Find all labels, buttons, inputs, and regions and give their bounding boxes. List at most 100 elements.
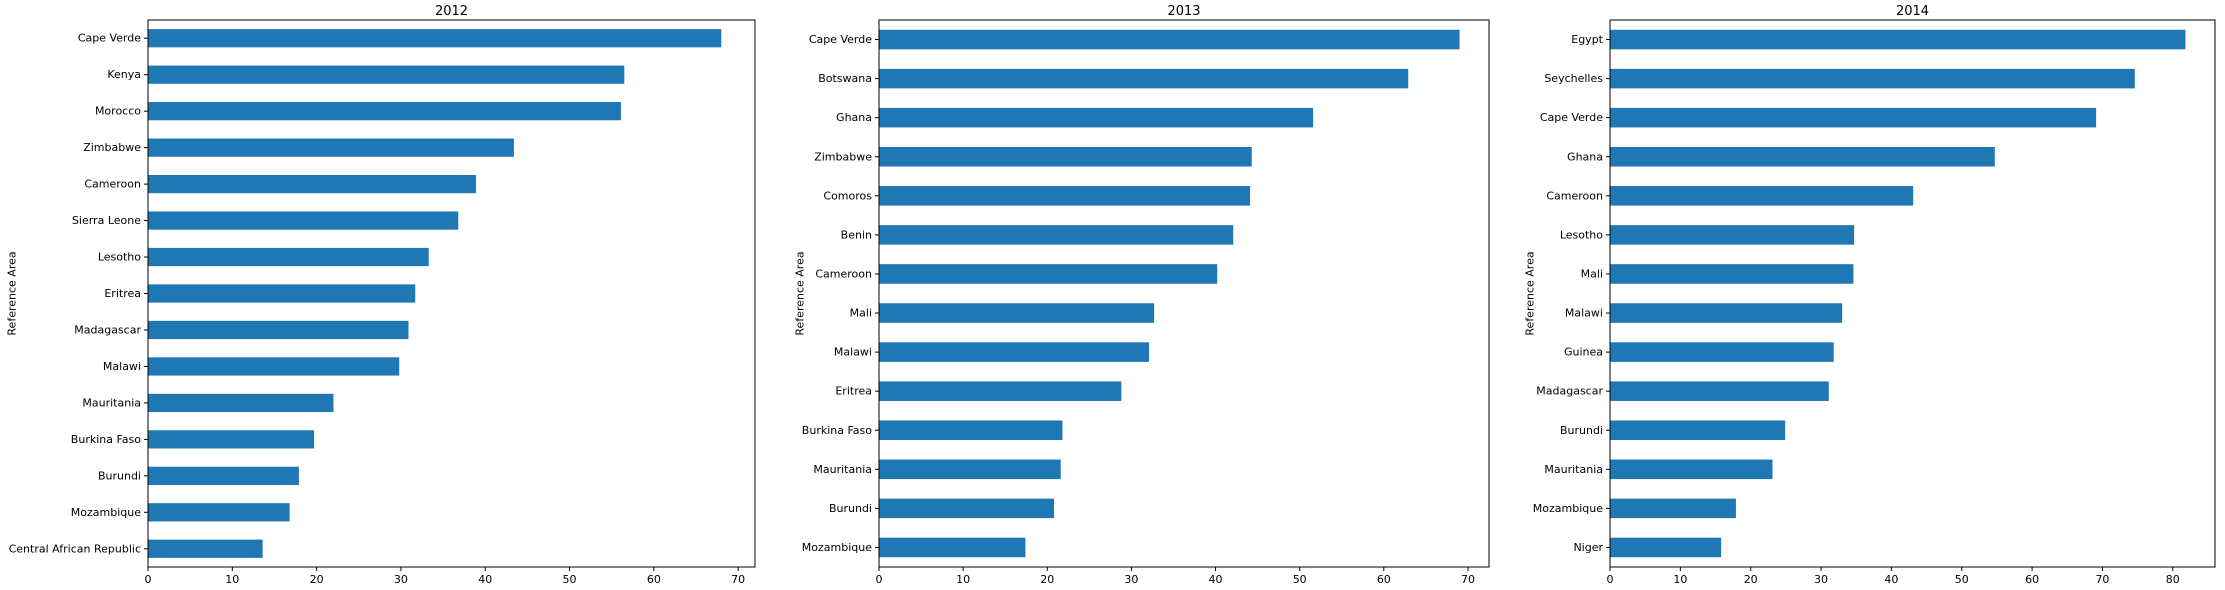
bar-mauritania [879, 459, 1061, 480]
bar-cape-verde [1610, 107, 2097, 128]
y-axis-label: Reference Area [794, 251, 807, 335]
y-tick-label: Mauritania [813, 463, 872, 476]
bar-niger [1610, 537, 1722, 558]
bar-madagascar [148, 320, 409, 340]
bar-burundi [879, 498, 1055, 519]
y-tick-label: Mozambique [802, 541, 872, 554]
x-tick-label: 40 [1884, 573, 1898, 586]
bar-zimbabwe [148, 138, 514, 157]
plot-frame [147, 19, 756, 568]
y-tick-label: Malawi [834, 346, 872, 359]
bar-ghana [879, 107, 1314, 128]
x-tick-label: 30 [1124, 573, 1138, 586]
x-tick-label: 10 [225, 573, 239, 586]
chart-2013: Cape Verde Botswana Ghana Zimbabwe Comoros Be… [794, 4, 1490, 586]
y-tick-label: Botswana [818, 72, 872, 85]
y-tick-label: Burundi [1560, 424, 1603, 437]
bar-central-african-republic [148, 539, 263, 558]
x-tick-label: 20 [1040, 573, 1054, 586]
y-tick-label: Burkina Faso [802, 424, 872, 437]
y-tick-label: Malawi [1565, 307, 1603, 320]
bar-mali [1610, 264, 1854, 284]
y-axis-label: Reference Area [1524, 251, 1537, 335]
chart-title: 2013 [1167, 4, 1200, 19]
bar-malawi [879, 342, 1150, 362]
y-tick-label: Egypt [1571, 33, 1603, 46]
y-tick-label: Cape Verde [78, 32, 141, 45]
y-axis-label: Reference Area [6, 251, 19, 335]
y-tick-label: Central African Republic [9, 542, 141, 555]
bar-kenya [148, 65, 625, 84]
y-tick-label: Cape Verde [1540, 111, 1603, 124]
y-tick-label: Burundi [829, 502, 872, 515]
y-tick-label: Guinea [1564, 346, 1603, 359]
bar-madagascar [1610, 381, 1829, 401]
x-tick-label: 80 [2166, 573, 2180, 586]
bar-zimbabwe [879, 146, 1252, 167]
x-tick-label: 60 [647, 573, 661, 586]
x-tick-label: 30 [1814, 573, 1828, 586]
y-tick-label: Mozambique [1533, 502, 1603, 515]
x-tick-label: 50 [1955, 573, 1969, 586]
x-tick-label: 10 [956, 573, 970, 586]
chart-2014: Egypt Seychelles Cape Verde Ghana Cameroon Le… [1524, 4, 2216, 586]
bar-cape-verde [148, 29, 722, 48]
y-tick-label: Cameroon [84, 178, 141, 191]
bar-eritrea [879, 381, 1122, 401]
y-tick-label: Cameroon [815, 267, 872, 280]
bar-mali [879, 303, 1155, 323]
y-tick-label: Niger [1573, 541, 1603, 554]
y-tick-label: Burkina Faso [71, 433, 141, 446]
x-tick-label: 10 [1673, 573, 1687, 586]
x-tick-label: 30 [394, 573, 408, 586]
bar-burundi [148, 466, 299, 485]
bar-guinea [1610, 342, 1834, 362]
bar-cape-verde [879, 29, 1460, 50]
y-tick-label: Malawi [103, 360, 141, 373]
bar-mozambique [148, 503, 290, 522]
bar-burkina-faso [879, 420, 1063, 441]
bar-malawi [1610, 303, 1843, 323]
bar-cameroon [1610, 186, 1914, 206]
y-tick-label: Zimbabwe [814, 150, 872, 163]
x-tick-label: 0 [145, 573, 152, 586]
x-tick-label: 60 [2025, 573, 2039, 586]
x-tick-label: 20 [1744, 573, 1758, 586]
x-tick-label: 70 [731, 573, 745, 586]
y-tick-label: Madagascar [1536, 385, 1603, 398]
y-tick-label: Seychelles [1544, 72, 1603, 85]
bar-seychelles [1610, 68, 2135, 89]
x-tick-label: 20 [310, 573, 324, 586]
x-tick-label: 50 [563, 573, 577, 586]
bar-burkina-faso [148, 430, 315, 449]
bar-ghana [1610, 146, 1995, 167]
bar-eritrea [148, 284, 416, 303]
y-tick-label: Sierra Leone [72, 214, 141, 227]
y-tick-label: Morocco [95, 105, 141, 118]
y-tick-label: Mauritania [1544, 463, 1603, 476]
chart-title: 2014 [1896, 4, 1929, 19]
y-tick-label: Madagascar [74, 323, 141, 336]
chart-title: 2012 [435, 4, 468, 19]
bar-sierra-leone [148, 211, 459, 230]
y-tick-label: Comoros [823, 189, 872, 202]
y-tick-label: Burundi [98, 469, 141, 482]
y-tick-label: Benin [841, 228, 872, 241]
x-tick-label: 60 [1377, 573, 1391, 586]
y-tick-label: Eritrea [104, 287, 141, 300]
bar-mozambique [879, 537, 1026, 558]
bar-botswana [879, 68, 1409, 89]
bar-comoros [879, 186, 1251, 206]
x-tick-label: 40 [478, 573, 492, 586]
y-tick-label: Cape Verde [809, 33, 872, 46]
bar-malawi [148, 357, 400, 376]
y-tick-label: Mozambique [71, 506, 141, 519]
bar-burundi [1610, 420, 1786, 441]
bar-cameroon [879, 264, 1218, 284]
x-tick-label: 70 [1461, 573, 1475, 586]
y-tick-label: Lesotho [98, 251, 141, 264]
bar-benin [879, 225, 1234, 245]
y-tick-label: Mauritania [82, 396, 141, 409]
plot-frame [878, 19, 1490, 568]
y-tick-label: Ghana [1567, 150, 1603, 163]
